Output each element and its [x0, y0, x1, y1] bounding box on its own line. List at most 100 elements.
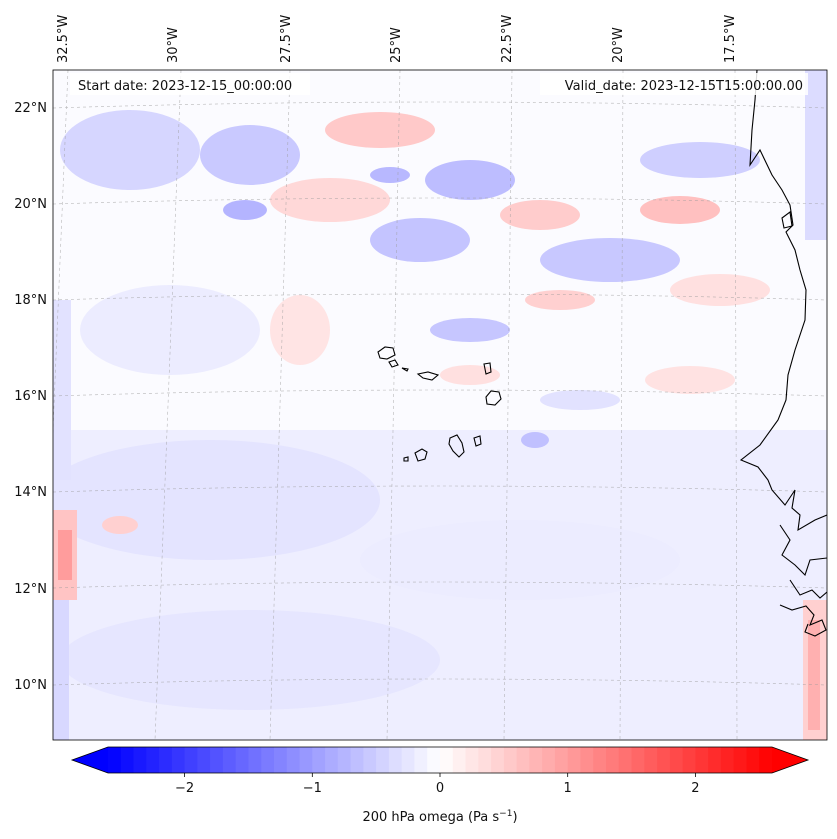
colorbar-cell	[414, 747, 428, 773]
graticule	[53, 70, 827, 740]
colorbar-cell	[567, 747, 582, 773]
omega-patch	[640, 196, 720, 224]
island-sao-vicente	[388, 359, 399, 368]
island-maio	[473, 435, 482, 447]
colorbar-cell	[491, 747, 505, 773]
omega-patch	[60, 110, 200, 190]
colorbar-cell	[235, 747, 250, 773]
colorbar-label-close: )	[512, 810, 517, 825]
omega-patch	[360, 520, 680, 600]
colorbar-cells	[108, 747, 773, 773]
colorbar-cell	[708, 747, 722, 773]
colorbar-cell	[695, 747, 709, 773]
colorbar-cell	[759, 747, 773, 773]
omega-patch	[640, 142, 760, 178]
omega-patch	[521, 432, 549, 448]
colorbar-tick-label: 1	[564, 781, 572, 796]
lon-label: 20°W	[611, 27, 626, 63]
meridian-line	[154, 70, 182, 740]
colorbar-cell	[159, 747, 173, 773]
omega-patch	[670, 274, 770, 306]
omega-patch	[102, 516, 138, 534]
omega-patch	[200, 125, 300, 185]
omega-patch	[808, 620, 820, 730]
omega-patch	[53, 440, 380, 560]
omega-patch	[270, 178, 390, 222]
omega-patch	[270, 295, 330, 365]
coastline	[377, 70, 827, 637]
colorbar-cell	[210, 747, 224, 773]
lat-label: 14°N	[14, 485, 47, 500]
colorbar-cell	[593, 747, 607, 773]
lon-label: 22.5°W	[500, 15, 515, 63]
parallel-line	[53, 389, 827, 397]
colorbar-cell	[197, 747, 211, 773]
omega-patch	[325, 112, 435, 148]
colorbar: −2 −1 0 1 2 200 hPa omega (Pa s−1)	[70, 746, 810, 825]
longitude-labels: 32.5°W 30°W 27.5°W 25°W 22.5°W 20°W 17.5…	[56, 15, 738, 63]
colorbar-cell	[733, 747, 748, 773]
colorbar-cell	[669, 747, 684, 773]
parallel-line	[53, 678, 827, 686]
colorbar-label: 200 hPa omega (Pa s−1)	[362, 809, 517, 825]
meridian-line	[269, 70, 291, 740]
colorbar-cell	[401, 747, 416, 773]
omega-patch	[525, 290, 595, 310]
colorbar-cell	[529, 747, 543, 773]
colorbar-cell	[133, 747, 147, 773]
parallel-line	[53, 197, 827, 205]
colorbar-outline	[70, 746, 810, 774]
omega-patch	[53, 600, 69, 740]
colorbar-cell	[312, 747, 326, 773]
colorbar-cell	[631, 747, 645, 773]
lat-label: 18°N	[14, 293, 47, 308]
lon-label: 25°W	[389, 27, 404, 63]
colorbar-cell	[606, 747, 620, 773]
lat-label: 20°N	[14, 197, 47, 212]
island-santo-antao	[377, 346, 396, 360]
colorbar-cell	[618, 747, 633, 773]
omega-patch	[58, 530, 72, 580]
colorbar-cell	[274, 747, 288, 773]
island-fogo	[414, 448, 428, 462]
omega-patch	[500, 200, 580, 230]
colorbar-cell	[286, 747, 301, 773]
colorbar-cell	[388, 747, 403, 773]
start-date-box	[70, 73, 310, 95]
parallel-line	[53, 485, 827, 493]
valid-date-box	[540, 73, 808, 95]
colorbar-label-text: 200 hPa omega (Pa s	[362, 810, 499, 825]
colorbar-cell	[657, 747, 671, 773]
colorbar-label-exponent: −1	[499, 809, 512, 819]
colorbar-cell	[427, 747, 441, 773]
colorbar-tick-label: −2	[175, 781, 194, 796]
lon-label: 32.5°W	[56, 15, 71, 63]
lon-label: 17.5°W	[723, 15, 738, 63]
colorbar-cell	[542, 747, 556, 773]
colorbar-cell	[503, 747, 518, 773]
parallel-line	[53, 293, 827, 301]
omega-patch	[645, 366, 735, 394]
africa-coastline	[739, 70, 827, 637]
omega-patch	[53, 300, 71, 480]
lat-label: 22°N	[14, 101, 47, 116]
colorbar-cell	[440, 747, 454, 773]
omega-field	[53, 70, 827, 740]
lat-label: 12°N	[14, 582, 47, 597]
colorbar-tick-label: −1	[303, 781, 322, 796]
omega-patch	[540, 390, 620, 410]
colorbar-cell	[248, 747, 262, 773]
island-brava	[403, 456, 409, 462]
omega-patch	[430, 318, 510, 342]
colorbar-ticks: −2 −1 0 1 2	[175, 773, 700, 796]
colorbar-cell	[299, 747, 313, 773]
colorbar-cell	[171, 747, 186, 773]
omega-patch	[223, 200, 267, 220]
colorbar-cell	[580, 747, 594, 773]
parallel-line	[53, 101, 827, 109]
island-santa-luzia	[401, 367, 409, 372]
colorbar-cell	[554, 747, 569, 773]
coastal-island	[781, 211, 793, 229]
valid-date-label: Valid_date: 2023-12-15T15:00:00.00	[565, 79, 803, 94]
